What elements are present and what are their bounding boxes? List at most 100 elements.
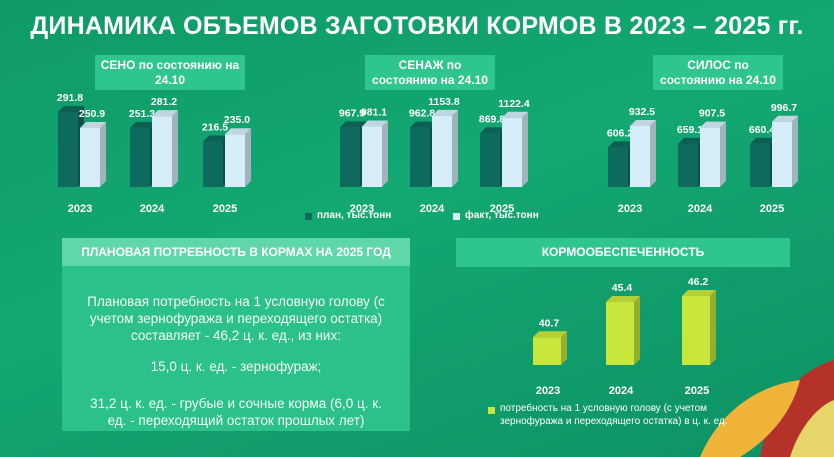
value-label: 659.1 — [677, 124, 703, 136]
bar-top — [225, 128, 251, 135]
needs-text: 15,0 ц. к. ед. - зернофураж; — [150, 359, 322, 374]
bar-top — [678, 137, 704, 144]
bar — [502, 117, 522, 187]
bar — [480, 133, 500, 187]
x-tick-label: 2024 — [140, 203, 165, 215]
value-label: 996.7 — [771, 102, 797, 114]
bar — [130, 127, 150, 187]
bar-top — [152, 110, 178, 117]
bar — [225, 134, 245, 187]
bar — [700, 127, 720, 187]
bar — [58, 112, 78, 187]
bar — [608, 147, 628, 187]
bar-top — [502, 111, 528, 118]
value-label: 660.4 — [749, 124, 775, 136]
bar-top — [130, 121, 156, 128]
bar — [362, 126, 382, 187]
value-label: 981.1 — [361, 106, 387, 118]
bar-top — [608, 141, 634, 148]
legend-label: потребность на 1 условную голову (с учет… — [500, 403, 728, 427]
bar-side — [792, 115, 798, 187]
bar-side — [100, 122, 106, 187]
bar-top — [700, 121, 726, 128]
legend-label: факт, тыс.тонн — [465, 209, 539, 221]
bar-side — [710, 290, 716, 365]
bar — [630, 125, 650, 187]
value-label: 45.4 — [612, 282, 633, 294]
bar-side — [172, 110, 178, 187]
bar-side — [382, 120, 388, 187]
x-tick-label: 2024 — [420, 203, 445, 215]
bar-top — [340, 121, 366, 128]
bar-top — [772, 115, 798, 122]
x-tick-label: 2025 — [685, 385, 709, 397]
chart-title: СЕНО по состоянию на 24.10 — [95, 55, 245, 90]
bar — [533, 337, 561, 365]
bar-top — [630, 119, 656, 126]
x-tick-label: 2023 — [618, 203, 642, 215]
bar — [772, 121, 792, 187]
bar-top — [58, 106, 84, 113]
value-label: 216.5 — [202, 121, 228, 133]
value-label: 606.2 — [607, 127, 633, 139]
bar-top — [362, 120, 388, 127]
value-label: 869.8 — [479, 113, 505, 125]
leaves — [700, 360, 834, 457]
bar — [152, 116, 172, 187]
value-label: 907.5 — [699, 108, 725, 120]
bar-top — [750, 137, 776, 144]
bar-top — [480, 127, 506, 134]
bar — [203, 141, 223, 187]
value-label: 281.2 — [151, 96, 177, 108]
bar — [750, 143, 770, 187]
bar-side — [634, 296, 640, 365]
x-tick-label: 2023 — [68, 203, 92, 215]
value-label: 40.7 — [539, 317, 560, 329]
x-tick-label: 2025 — [490, 203, 514, 215]
bar-side — [720, 121, 726, 187]
x-tick-label: 2025 — [760, 203, 784, 215]
bar-side — [245, 128, 251, 187]
needs-text: Плановая потребность на 1 условную голов… — [87, 294, 385, 343]
value-label: 932.5 — [629, 106, 655, 118]
legend-swatch — [305, 213, 312, 220]
bar-side — [452, 109, 458, 187]
bar-top — [80, 122, 106, 129]
x-tick-label: 2024 — [688, 203, 713, 215]
x-tick-label: 2025 — [213, 203, 237, 215]
legend-swatch — [453, 213, 460, 220]
value-label: 962.8 — [409, 108, 435, 120]
bar-side — [650, 119, 656, 187]
bar-top — [203, 135, 229, 142]
legend-swatch — [488, 407, 495, 414]
bar-top — [410, 121, 436, 128]
x-tick-label: 2023 — [350, 203, 374, 215]
value-label: 46.2 — [688, 276, 709, 288]
chart-title: КОРМООБЕСПЕЧЕННОСТЬ — [456, 238, 790, 267]
needs-panel: ПЛАНОВАЯ ПОТРЕБНОСТЬ В КОРМАХ НА 2025 ГО… — [62, 238, 410, 431]
value-label: 291.8 — [57, 92, 83, 104]
legend-label: план, тыс.тонн — [317, 210, 391, 221]
bar — [432, 115, 452, 187]
value-label: 250.9 — [79, 108, 105, 120]
needs-text: 31,2 ц. к. ед. - грубые и сочные корма (… — [90, 396, 382, 428]
bar-top — [682, 290, 716, 296]
chart-title: СИЛОС по состоянию на 24.10 — [653, 55, 783, 90]
value-label: 251.3 — [129, 108, 155, 120]
bar-side — [522, 111, 528, 187]
value-label: 967.9 — [339, 107, 365, 119]
bar-top — [533, 331, 567, 338]
bar-top — [432, 109, 458, 116]
value-label: 235.0 — [224, 114, 250, 126]
bar-top — [606, 296, 640, 302]
slide-title: ДИНАМИКА ОБЪЕМОВ ЗАГОТОВКИ КОРМОВ В 2023… — [30, 12, 804, 40]
bar — [340, 127, 360, 187]
bar — [682, 296, 710, 365]
value-label: 1153.8 — [428, 96, 460, 108]
needs-title: ПЛАНОВАЯ ПОТРЕБНОСТЬ В КОРМАХ НА 2025 ГО… — [62, 238, 410, 266]
x-tick-label: 2024 — [609, 385, 634, 397]
x-tick-label: 2023 — [536, 385, 560, 397]
bar — [606, 302, 634, 365]
